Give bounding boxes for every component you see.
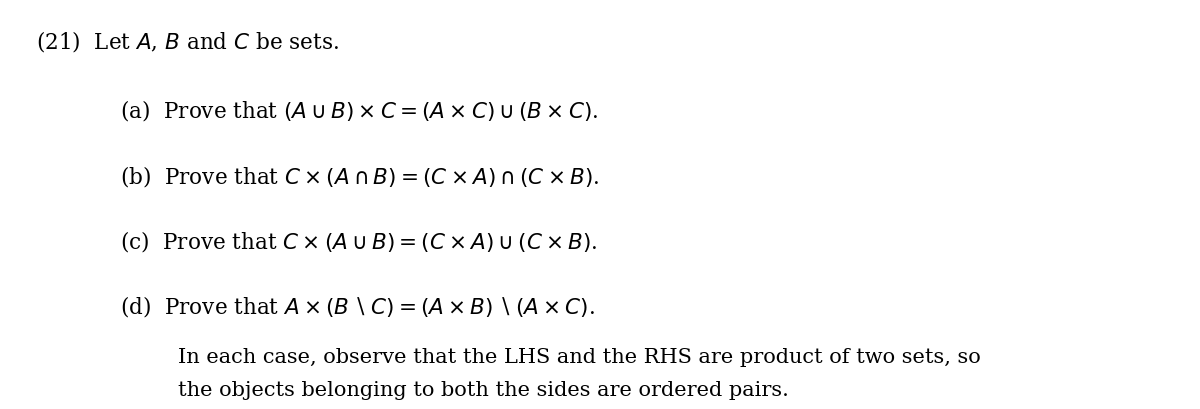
Text: (d)  Prove that $A \times (B \setminus C) = (A \times B) \setminus (A \times C)$: (d) Prove that $A \times (B \setminus C)… <box>120 294 595 319</box>
Text: (21)  Let $A$, $B$ and $C$ be sets.: (21) Let $A$, $B$ and $C$ be sets. <box>36 29 338 54</box>
Text: (b)  Prove that $C \times (A \cap B) = (C \times A) \cap (C \times B)$.: (b) Prove that $C \times (A \cap B) = (C… <box>120 164 599 189</box>
Text: the objects belonging to both the sides are ordered pairs.: the objects belonging to both the sides … <box>178 381 788 400</box>
Text: (c)  Prove that $C \times (A \cup B) = (C \times A) \cup (C \times B)$.: (c) Prove that $C \times (A \cup B) = (C… <box>120 229 598 254</box>
Text: (a)  Prove that $(A \cup B) \times C = (A \times C) \cup (B \times C)$.: (a) Prove that $(A \cup B) \times C = (A… <box>120 98 599 123</box>
Text: In each case, observe that the LHS and the RHS are product of two sets, so: In each case, observe that the LHS and t… <box>178 348 980 367</box>
